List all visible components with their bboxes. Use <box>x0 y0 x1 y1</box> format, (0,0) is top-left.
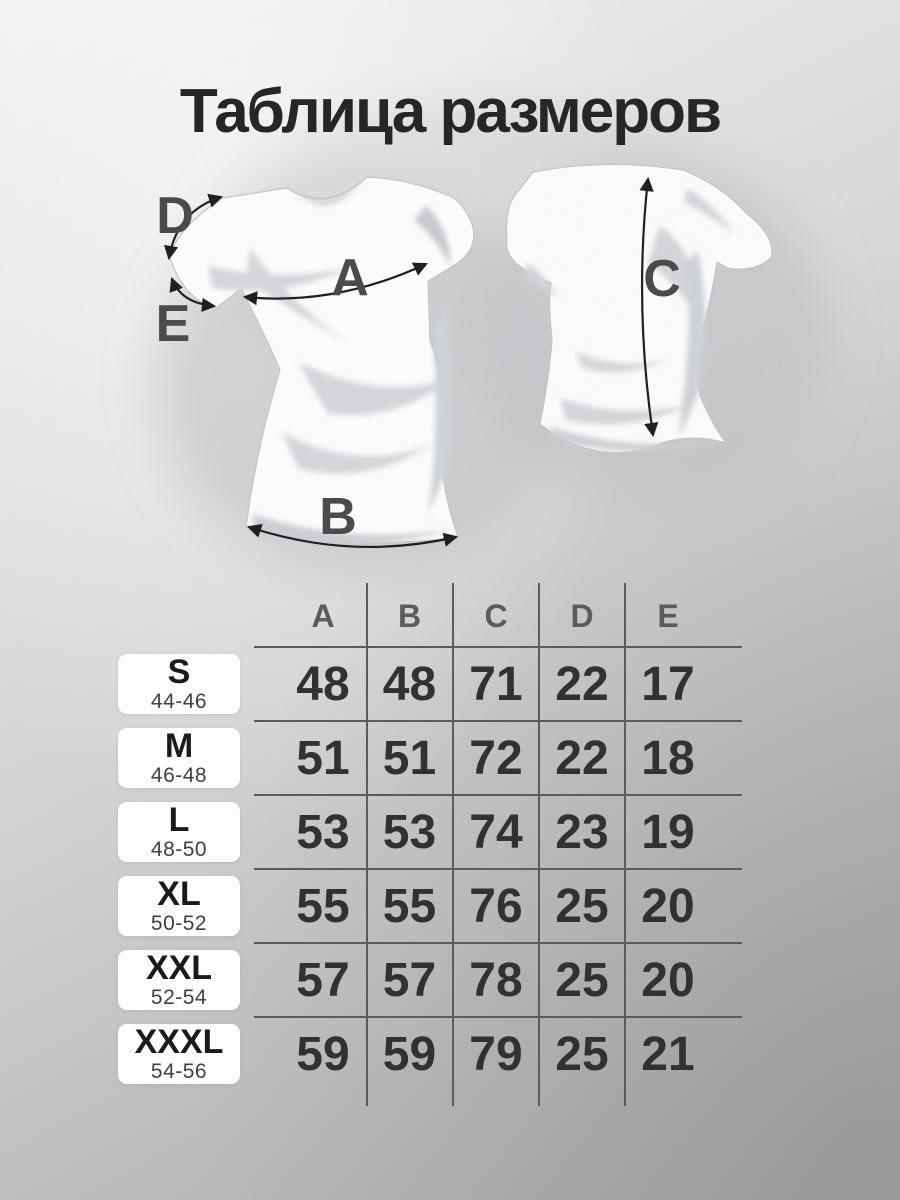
size-value: 19 <box>641 805 695 859</box>
size-value: 57 <box>296 953 350 1007</box>
size-label: S <box>167 652 191 691</box>
size-value: 25 <box>555 879 609 933</box>
size-badge: S 44-46 <box>118 654 240 714</box>
size-label: XL <box>157 874 201 913</box>
size-value: 53 <box>382 805 437 859</box>
table-row-label: XL 50-52 <box>118 869 280 943</box>
size-value: 23 <box>555 805 609 859</box>
measure-label-a: A <box>331 249 369 307</box>
size-range-label: 44-46 <box>150 689 208 713</box>
size-value: 57 <box>382 953 437 1007</box>
size-value: 25 <box>555 1027 609 1081</box>
size-value: 76 <box>469 879 523 933</box>
size-value: 59 <box>296 1027 350 1081</box>
measure-label-e: E <box>156 295 191 353</box>
size-badge: L 48-50 <box>118 802 240 862</box>
size-range-label: 50-52 <box>150 911 208 935</box>
size-label: XXXL <box>134 1022 224 1061</box>
column-header-b: B <box>397 597 422 634</box>
size-value: 51 <box>382 731 437 785</box>
size-label: L <box>168 800 190 839</box>
size-value: 22 <box>555 657 609 711</box>
size-value: 20 <box>641 953 695 1007</box>
size-badge: XL 50-52 <box>118 876 240 936</box>
size-range-label: 46-48 <box>150 763 208 787</box>
size-value: 78 <box>469 953 523 1007</box>
size-range-label: 54-56 <box>150 1059 208 1083</box>
table-row-label: XXXL 54-56 <box>118 1017 280 1091</box>
table-row-label: M 46-48 <box>118 721 280 795</box>
size-value: 21 <box>641 1027 695 1081</box>
measure-label-b: B <box>319 488 357 546</box>
size-value: 74 <box>469 805 523 859</box>
size-value: 48 <box>296 657 350 711</box>
size-value: 55 <box>296 879 350 933</box>
size-label: XXL <box>145 948 213 987</box>
size-value: 22 <box>555 731 609 785</box>
size-value: 25 <box>555 953 609 1007</box>
size-value: 72 <box>469 731 523 785</box>
size-table: A B C D E S 44-46 48 48 71 22 17 M 46-48… <box>118 585 742 1091</box>
size-value: 48 <box>382 657 437 711</box>
size-badge: XXXL 54-56 <box>118 1024 240 1084</box>
size-value: 59 <box>382 1027 437 1081</box>
size-badge: XXL 52-54 <box>118 950 240 1010</box>
column-header-a: A <box>311 597 335 634</box>
size-range-label: 48-50 <box>150 837 208 861</box>
column-header-e: E <box>657 597 679 634</box>
table-row-label: L 48-50 <box>118 795 280 869</box>
size-value: 71 <box>469 657 523 711</box>
table-row-label: XXL 52-54 <box>118 943 280 1017</box>
column-header-c: C <box>484 597 508 634</box>
size-value: 51 <box>296 731 350 785</box>
measure-label-c: C <box>643 250 681 308</box>
size-badge: M 46-48 <box>118 728 240 788</box>
measure-label-d: D <box>156 187 194 245</box>
table-row-label: S 44-46 <box>118 647 280 721</box>
size-value: 55 <box>382 879 437 933</box>
size-value: 17 <box>641 657 695 711</box>
size-range-label: 52-54 <box>150 985 208 1009</box>
size-value: 79 <box>469 1027 523 1081</box>
size-value: 20 <box>641 879 695 933</box>
size-value: 53 <box>296 805 350 859</box>
column-header-d: D <box>570 597 594 634</box>
column-header-empty <box>118 585 280 647</box>
page-title: Таблица размеров <box>179 77 722 146</box>
size-label: M <box>164 726 194 765</box>
size-value: 18 <box>641 731 695 785</box>
